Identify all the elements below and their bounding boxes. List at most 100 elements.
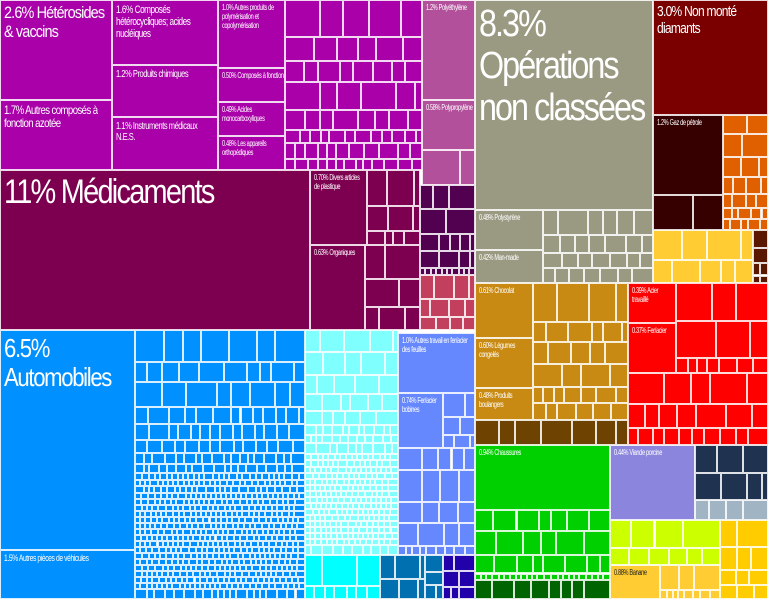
treemap-cell [159,577,166,584]
treemap-cell [353,503,360,510]
treemap-cell [618,268,632,283]
treemap-cell [436,268,442,275]
treemap-cell [145,523,150,530]
treemap-cell [162,565,168,572]
treemap-cell [604,342,628,364]
treemap-cell [446,268,452,275]
treemap-cell [310,533,315,540]
treemap-cell [531,580,550,599]
treemap-cell [588,235,605,253]
treemap-cell [699,259,722,283]
treemap-cell [288,505,294,512]
treemap-item-label: 0.48% Produits boulangers [479,391,513,409]
treemap-cell [375,410,398,426]
treemap-cell [183,589,195,599]
treemap-item-label: 0.39% Acier travaillé [632,286,659,304]
treemap-cell [363,425,375,435]
treemap-cell [398,501,422,523]
treemap-cell [291,553,299,560]
treemap-cell [142,505,148,512]
treemap-cell [202,547,208,554]
treemap-cell [173,589,184,599]
treemap-cell [335,485,342,492]
treemap-cell [174,485,181,494]
treemap-cell [235,589,248,599]
treemap-cell [146,583,152,590]
treemap-cell [231,485,240,494]
treemap-cell [261,485,268,494]
treemap-cell [341,503,348,510]
treemap-item: 0.94% Chaussures [475,445,610,510]
treemap-cell [147,499,156,506]
treemap-cell [343,479,349,486]
treemap-cell [249,553,255,560]
treemap-cell [392,230,405,245]
treemap-cell [315,434,322,443]
treemap-cell [200,330,230,363]
treemap-cell [391,497,398,504]
treemap-cell [362,453,368,460]
treemap-cell [224,464,232,474]
treemap-cell [365,497,371,504]
treemap-cell [246,577,254,584]
treemap-cell [343,330,371,352]
treemap-cell [284,452,291,465]
treemap-cell [169,517,175,524]
treemap-cell [266,464,278,474]
treemap-cell [371,545,380,555]
treemap-cell [233,523,239,530]
treemap-cell [475,420,500,445]
treemap-cell [281,565,288,572]
treemap-cell [135,523,140,530]
treemap-cell [498,573,504,580]
treemap-cell [581,363,611,388]
treemap-cell [317,459,323,468]
treemap-cell [347,442,356,454]
treemap-cell [135,589,147,599]
treemap-cell [260,505,267,512]
treemap-cell [176,452,184,465]
treemap-cell [357,515,364,522]
treemap-cell [187,577,195,584]
treemap-cell [146,547,152,554]
treemap-cell [272,559,279,566]
treemap-cell [178,493,186,500]
treemap-cell [339,61,354,83]
treemap-cell [264,452,276,465]
treemap-cell [179,362,200,383]
treemap-cell [336,479,344,486]
treemap-cell [266,517,272,524]
treemap-cell [475,573,482,580]
treemap-cell [433,185,449,209]
treemap-cell [352,453,358,460]
treemap-cell [160,553,166,560]
treemap-cell [327,143,337,159]
treemap-cell [338,467,346,474]
treemap-cell [345,130,355,144]
treemap-cell [730,219,741,230]
treemap-cell [242,571,250,578]
treemap-cell [450,234,460,252]
treemap-cell [245,464,257,474]
treemap-cell [190,493,197,500]
treemap-cell [177,541,183,548]
treemap-cell [468,275,475,299]
treemap-cell [602,210,618,236]
treemap-cell [417,578,425,599]
treemap-cell [531,573,537,580]
treemap-cell [676,321,716,359]
treemap-cell [676,358,689,373]
treemap-cell [352,533,358,540]
treemap-cell [337,473,343,480]
treemap-cell [206,493,212,500]
treemap-cell [404,307,420,330]
treemap-cell [320,485,326,492]
treemap-cell [761,208,768,220]
treemap-cell [409,143,422,159]
treemap-cell [287,493,294,500]
treemap-cell [310,479,315,486]
treemap-cell [277,505,284,512]
treemap-cell [350,467,357,474]
treemap-cell [305,527,311,534]
treemap-cell [234,535,240,542]
